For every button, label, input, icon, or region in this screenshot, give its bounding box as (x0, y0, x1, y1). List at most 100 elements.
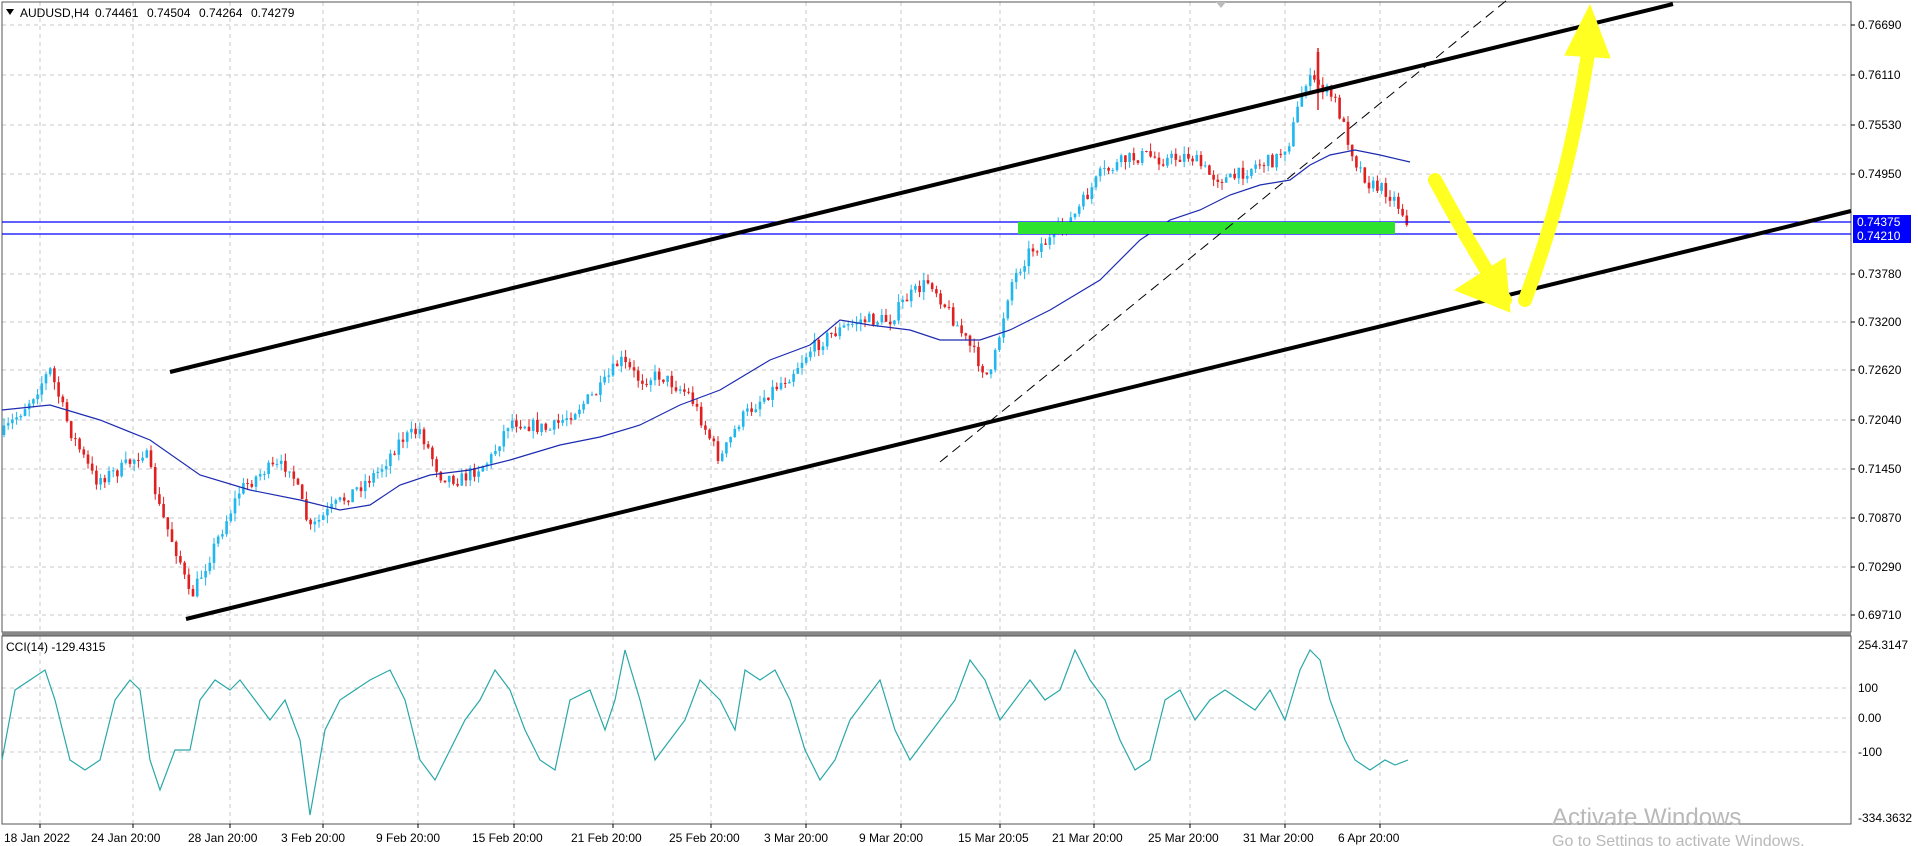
candle-body (401, 439, 405, 442)
candle-body (1363, 167, 1367, 183)
up-arrow-stroke (1518, 33, 1597, 307)
candle-body (225, 521, 228, 535)
candle-body (1166, 157, 1169, 166)
candle-body (569, 418, 573, 420)
candle-body (918, 285, 921, 293)
candle-body (1073, 213, 1077, 218)
candle-body (846, 324, 850, 326)
candle-body (956, 325, 959, 327)
candle-body (876, 322, 879, 325)
indicator-scale-label: 254.3147 (1858, 638, 1908, 652)
candle-body (1233, 173, 1236, 179)
candle-body (1262, 165, 1266, 167)
candle-body (544, 423, 548, 430)
candle-body (132, 459, 136, 464)
candle-body (166, 517, 170, 530)
candle-body (1397, 196, 1400, 209)
candle-body (1359, 167, 1362, 169)
cci-indicator-line[interactable] (1, 648, 1409, 816)
candle-body (964, 333, 968, 336)
candlestick-series[interactable] (2, 48, 1409, 598)
panel-separator[interactable] (2, 632, 1851, 636)
candle-body (1019, 271, 1022, 273)
candle-body (716, 441, 720, 461)
candle-body (326, 508, 329, 516)
demand-zone-rectangle[interactable] (1018, 222, 1395, 234)
candle-body (1014, 272, 1018, 283)
candle-body (863, 319, 867, 323)
candle-body (1107, 167, 1110, 171)
time-label: 9 Mar 20:00 (859, 831, 923, 845)
candle-body (1250, 168, 1253, 176)
dashed-trendline[interactable] (939, 0, 1508, 463)
candle-body (229, 513, 233, 522)
price-axis[interactable]: 0.76690 0.76110 0.75530 0.74950 0.73780 0.732… (1851, 18, 1902, 622)
candle-body (162, 503, 165, 518)
candle-body (1342, 118, 1346, 122)
candle-body (1094, 176, 1098, 188)
candle-body (506, 428, 510, 432)
candle-body (1153, 156, 1157, 158)
channel-upper-line[interactable] (169, 2, 1674, 374)
time-label: 15 Mar 20:05 (958, 831, 1029, 845)
candle-body (947, 306, 951, 308)
candle-body (191, 588, 195, 597)
candle-body (1371, 180, 1375, 189)
candle-body (880, 314, 884, 323)
candle-body (414, 428, 417, 435)
candle-body (137, 459, 140, 461)
price-label: 0.74950 (1858, 167, 1902, 181)
candle-body (573, 414, 577, 420)
level-tag-upper: 0.74375 (1857, 215, 1901, 229)
candle-body (1161, 164, 1165, 166)
time-label: 15 Feb 20:00 (472, 831, 543, 845)
candle-body (653, 371, 657, 381)
candle-body (649, 380, 653, 385)
time-label: 18 Jan 2022 (4, 831, 70, 845)
candle-body (468, 467, 472, 481)
candle-body (258, 474, 262, 477)
candle-body (44, 374, 48, 384)
candle-body (536, 419, 539, 433)
candle-body (527, 426, 531, 432)
channel-lower-line[interactable] (185, 209, 1852, 621)
candle-body (838, 327, 842, 337)
candle-body (901, 299, 905, 303)
candle-body (86, 454, 90, 464)
candle-body (1077, 206, 1081, 214)
candle-body (263, 474, 266, 476)
candle-body (691, 392, 695, 404)
indicator-axis[interactable]: 254.3147 100 0.00 -100 -334.3632 (1858, 638, 1912, 825)
candle-body (418, 429, 422, 435)
price-label: 0.76110 (1858, 68, 1901, 82)
price-label: 0.69710 (1858, 608, 1902, 622)
candle-body (666, 375, 669, 382)
chart-menu-triangle-icon[interactable] (6, 9, 14, 15)
candle-body (1308, 75, 1312, 87)
candle-body (746, 408, 749, 412)
candle-body (683, 389, 686, 392)
candle-body (288, 471, 291, 473)
candle-body (439, 471, 443, 481)
candle-body (1031, 248, 1035, 252)
time-axis[interactable]: 18 Jan 2022 24 Jan 20:00 28 Jan 20:00 3 Feb… (4, 824, 1400, 845)
candle-body (981, 366, 984, 373)
candle-body (1376, 180, 1379, 191)
candle-body (141, 457, 144, 461)
candle-body (767, 397, 770, 400)
candle-body (309, 519, 312, 525)
candle-body (1136, 160, 1140, 163)
candle-body (1174, 153, 1178, 160)
candle-body (985, 372, 989, 375)
candle-body (977, 346, 980, 367)
moving-average-line[interactable] (1, 149, 1411, 511)
candle-body (494, 451, 497, 455)
candle-body (594, 394, 598, 396)
scroll-marker-icon[interactable] (1216, 2, 1226, 8)
candle-body (174, 541, 178, 557)
candle-body (179, 556, 182, 563)
candle-body (1296, 106, 1299, 123)
price-label: 0.70870 (1858, 511, 1902, 525)
candle-body (1027, 248, 1031, 267)
